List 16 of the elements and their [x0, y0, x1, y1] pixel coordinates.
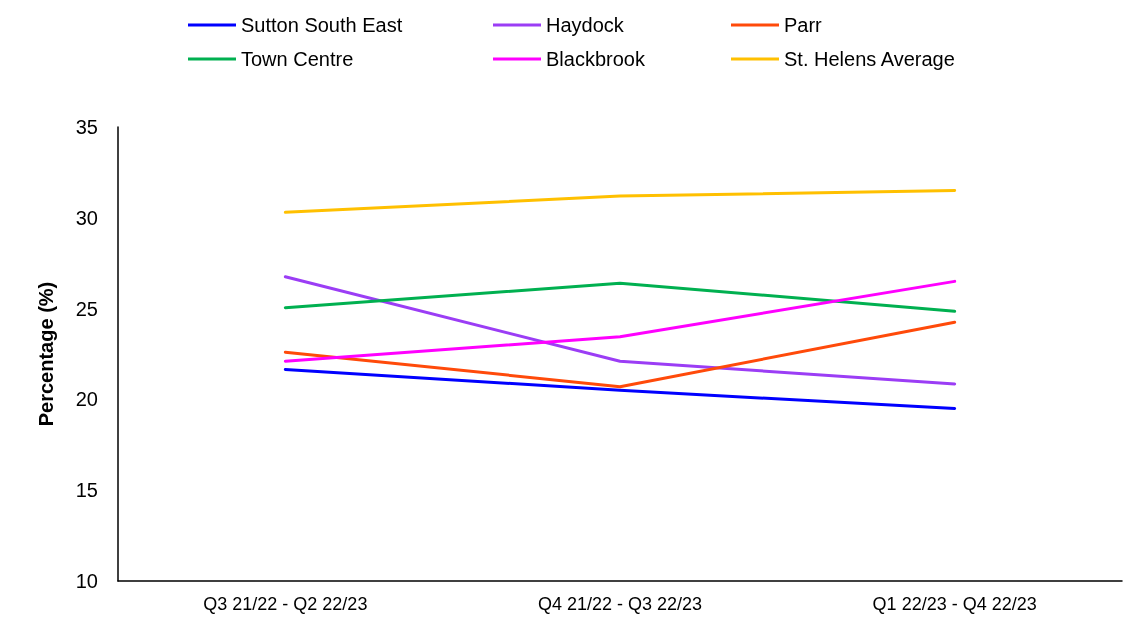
- y-tick-label: 10: [75, 570, 98, 592]
- legend-label: Parr: [784, 14, 823, 36]
- x-tick-label: Q1 22/23 - Q4 22/23: [872, 594, 1037, 614]
- y-tick-label: 15: [75, 479, 98, 502]
- y-tick-label: 20: [75, 388, 98, 411]
- legend-label: Town Centre: [241, 48, 354, 70]
- y-axis-title: Percentage (%): [35, 281, 57, 427]
- legend-label: St. Helens Average: [784, 48, 955, 70]
- legend-label: Sutton South East: [241, 14, 403, 36]
- y-tick-label: 25: [75, 297, 98, 320]
- y-tick-label: 35: [75, 116, 98, 138]
- y-tick-label: 30: [75, 206, 98, 229]
- legend-label: Haydock: [546, 14, 625, 36]
- x-tick-label: Q4 21/22 - Q3 22/23: [537, 594, 703, 614]
- legend-label: Blackbrook: [546, 48, 646, 70]
- x-tick-label: Q3 21/22 - Q2 22/23: [203, 594, 368, 614]
